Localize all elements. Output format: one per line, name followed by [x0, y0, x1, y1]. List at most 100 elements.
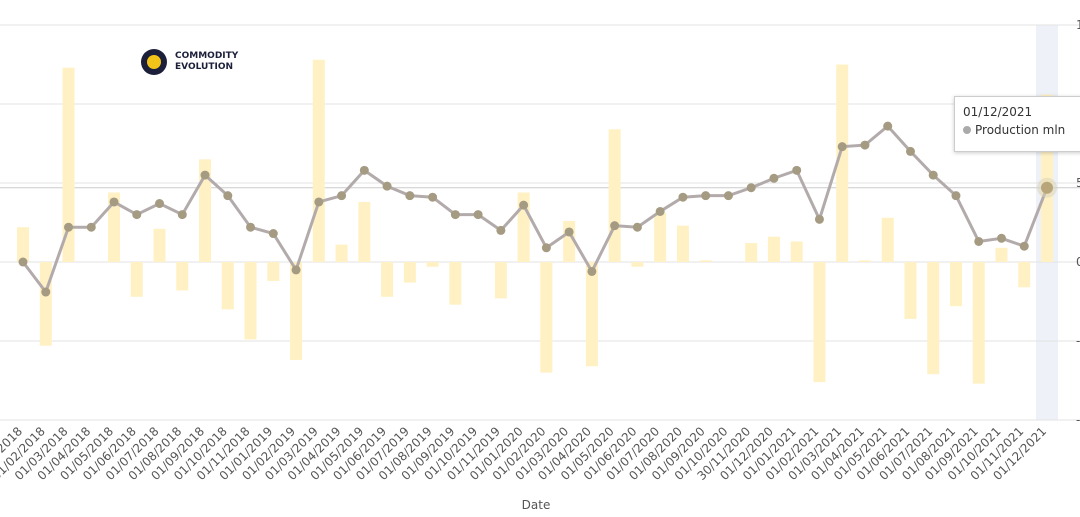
point	[814, 214, 824, 224]
line	[21, 124, 1049, 296]
logo-text: EVOLUTION	[175, 62, 233, 72]
point	[792, 165, 802, 175]
y-tick-label: -10	[1076, 413, 1080, 427]
point	[64, 222, 74, 232]
bar	[221, 262, 234, 310]
bar	[745, 243, 758, 262]
bar	[199, 159, 212, 262]
point	[837, 142, 847, 152]
bar	[176, 262, 189, 291]
point	[246, 222, 256, 232]
bar	[995, 247, 1008, 262]
point	[632, 222, 642, 232]
bar	[949, 262, 962, 307]
point	[587, 266, 597, 276]
bar	[153, 228, 166, 262]
point	[1019, 241, 1029, 251]
point	[564, 227, 574, 237]
bar	[62, 67, 75, 262]
point	[996, 233, 1006, 243]
point	[41, 287, 51, 297]
bar	[608, 129, 621, 262]
point	[701, 191, 711, 201]
point	[132, 210, 142, 220]
plot: -10-505101501/01/201801/02/201801/03/201…	[0, 18, 1080, 483]
bar	[426, 262, 439, 267]
point	[1041, 181, 1053, 194]
x-axis-title: Date	[522, 498, 551, 512]
bar	[972, 262, 985, 384]
bar	[312, 59, 325, 263]
bar	[881, 217, 894, 262]
bar	[108, 192, 121, 262]
bar	[631, 262, 644, 267]
bar	[790, 241, 803, 262]
point	[473, 210, 483, 220]
bar	[244, 262, 257, 340]
point	[268, 229, 278, 239]
point	[18, 257, 28, 267]
logo-icon	[147, 55, 161, 69]
tooltip-marker	[963, 126, 971, 134]
point	[519, 200, 529, 210]
point	[678, 192, 688, 202]
bar	[540, 262, 553, 373]
point	[109, 197, 119, 207]
bar	[290, 262, 303, 360]
point	[337, 191, 347, 201]
point	[610, 221, 620, 231]
bar	[494, 262, 507, 299]
point	[496, 225, 506, 235]
point	[428, 192, 438, 202]
bar	[403, 262, 416, 283]
bar	[585, 262, 598, 367]
tooltip: 01/12/2021 Production mln	[954, 96, 1080, 152]
point	[860, 140, 870, 150]
bar	[676, 225, 689, 262]
point	[200, 170, 210, 180]
point	[86, 222, 96, 232]
point	[382, 181, 392, 191]
point	[905, 146, 915, 156]
point	[405, 191, 415, 201]
bar	[836, 64, 849, 262]
bar	[130, 262, 143, 297]
bar	[904, 262, 917, 319]
logo: COMMODITY EVOLUTION	[141, 49, 239, 75]
y-tick-label: 15	[1076, 18, 1080, 32]
bar	[927, 262, 940, 375]
point	[223, 191, 233, 201]
bar	[654, 213, 667, 262]
bar	[767, 236, 780, 262]
bar	[858, 260, 871, 262]
point	[951, 191, 961, 201]
bar	[699, 260, 712, 262]
bar	[39, 262, 52, 346]
tooltip-title: 01/12/2021	[963, 105, 1033, 119]
point	[541, 243, 551, 253]
tooltip-label: Production mln	[975, 123, 1066, 137]
point	[359, 165, 369, 175]
point	[450, 210, 460, 220]
point	[723, 191, 733, 201]
point	[291, 265, 301, 275]
bar	[449, 262, 462, 305]
point	[314, 197, 324, 207]
point	[177, 210, 187, 220]
point	[746, 183, 756, 193]
point	[655, 206, 665, 216]
bar	[335, 244, 348, 262]
tooltip-entry: Production mln	[963, 123, 1065, 137]
y-tick-label: 5	[1076, 176, 1080, 190]
bar	[813, 262, 826, 383]
bar	[17, 227, 29, 262]
point	[155, 199, 165, 209]
bar	[267, 262, 280, 281]
bar	[1018, 262, 1031, 288]
bar	[381, 262, 394, 297]
logo-text: COMMODITY	[175, 51, 239, 61]
bar	[358, 201, 371, 262]
point	[974, 236, 984, 246]
